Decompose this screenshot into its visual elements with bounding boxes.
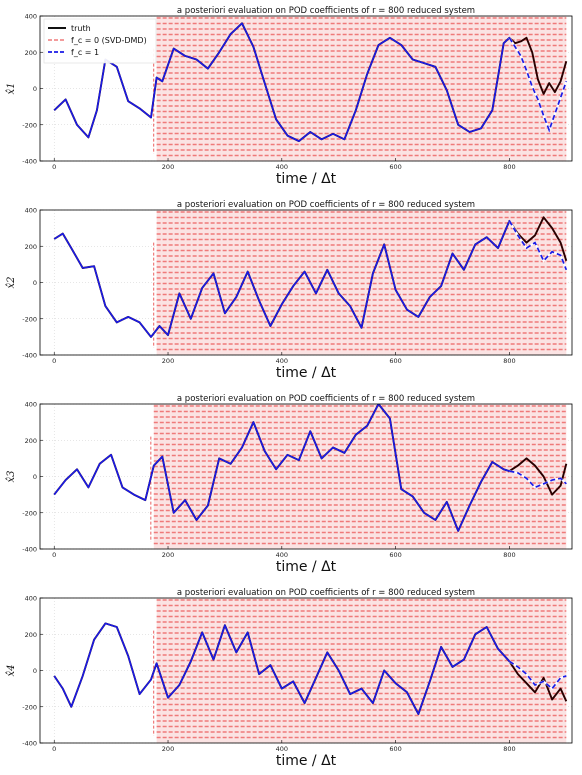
x-tick-label: 800: [503, 357, 515, 365]
svd-dmd-band: [153, 598, 567, 743]
fc1-line: [53, 622, 567, 715]
x-tick-label: 400: [276, 745, 288, 753]
x-tick-label: 200: [162, 163, 174, 171]
panel-3: a posteriori evaluation on POD coefficie…: [6, 394, 573, 575]
y-tick-label: 200: [25, 631, 37, 639]
x-tick-label: 600: [389, 357, 401, 365]
legend: truth f_c = 0 (SVD-DMD) f_c = 1: [43, 18, 157, 64]
x-tick-label: 0: [52, 163, 56, 171]
y-tick-label: 200: [25, 49, 37, 57]
x-tick-label: 800: [503, 551, 515, 559]
x-axis-label: time / Δt: [276, 559, 337, 575]
panel-title: a posteriori evaluation on POD coefficie…: [177, 6, 475, 16]
x-tick-label: 0: [52, 551, 56, 559]
x-tick-label: 800: [503, 163, 515, 171]
y-tick-label: 0: [33, 667, 37, 675]
series-group: [53, 220, 568, 338]
svd-dmd-band: [153, 16, 567, 161]
y-tick-label: 400: [25, 401, 37, 409]
x-axis-label: time / Δt: [276, 365, 337, 381]
y-tick-label: -200: [22, 121, 37, 129]
y-tick-label: -200: [22, 315, 37, 323]
panel-title: a posteriori evaluation on POD coefficie…: [177, 200, 475, 210]
x-tick-label: 400: [276, 551, 288, 559]
y-axis-label: x̂1: [6, 82, 17, 94]
x-axis-label: time / Δt: [276, 753, 337, 769]
panel-2: a posteriori evaluation on POD coefficie…: [6, 200, 573, 381]
y-tick-label: 0: [33, 85, 37, 93]
legend-label: truth: [71, 24, 91, 33]
fc1-tail-line: [509, 470, 567, 489]
y-tick-label: 400: [25, 207, 37, 215]
x-tick-label: 400: [276, 357, 288, 365]
x-axis-label: time / Δt: [276, 171, 337, 187]
y-tick-label: -200: [22, 509, 37, 517]
fc1-tail-group: [508, 220, 568, 271]
series-group: [53, 404, 567, 532]
svd-dmd-band: [150, 404, 567, 549]
y-tick-label: 400: [25, 13, 37, 21]
y-tick-label: -400: [22, 352, 37, 360]
y-tick-label: 0: [33, 473, 37, 481]
fc1-tail-line: [508, 660, 567, 690]
x-tick-label: 600: [389, 745, 401, 753]
legend-box: [43, 18, 157, 64]
y-tick-label: 400: [25, 595, 37, 603]
y-tick-label: -200: [22, 703, 37, 711]
y-tick-label: 200: [25, 243, 37, 251]
panel-4: a posteriori evaluation on POD coefficie…: [6, 588, 573, 769]
y-axis-label: x̂3: [6, 470, 17, 482]
legend-label: f_c = 0 (SVD-DMD): [71, 36, 147, 45]
y-axis-label: x̂2: [6, 276, 17, 288]
y-tick-label: -400: [22, 740, 37, 748]
series-group: [53, 622, 567, 715]
x-tick-label: 200: [162, 745, 174, 753]
x-tick-label: 200: [162, 357, 174, 365]
fc1-line: [53, 220, 568, 338]
x-tick-label: 0: [52, 745, 56, 753]
y-tick-label: -400: [22, 546, 37, 554]
panel-1: a posteriori evaluation on POD coefficie…: [6, 6, 573, 187]
panel-title: a posteriori evaluation on POD coefficie…: [177, 394, 475, 404]
fc1-tail-line: [508, 220, 568, 271]
y-tick-label: 0: [33, 279, 37, 287]
x-tick-label: 400: [276, 163, 288, 171]
panel-title: a posteriori evaluation on POD coefficie…: [177, 588, 475, 598]
fc1-tail-group: [508, 660, 567, 691]
legend-label: f_c = 1: [71, 48, 99, 57]
x-tick-label: 0: [52, 357, 56, 365]
x-tick-label: 600: [389, 163, 401, 171]
x-tick-label: 200: [162, 551, 174, 559]
svd-dmd-band: [153, 210, 567, 355]
x-tick-label: 600: [389, 551, 401, 559]
x-tick-label: 800: [503, 745, 515, 753]
y-tick-label: 200: [25, 437, 37, 445]
fc1-tail-group: [509, 470, 568, 489]
y-axis-label: x̂4: [6, 664, 17, 676]
fc1-tail-line: [508, 37, 568, 133]
fc1-tail-group: [508, 37, 568, 134]
y-tick-label: -400: [22, 158, 37, 166]
fc1-line: [53, 404, 567, 532]
